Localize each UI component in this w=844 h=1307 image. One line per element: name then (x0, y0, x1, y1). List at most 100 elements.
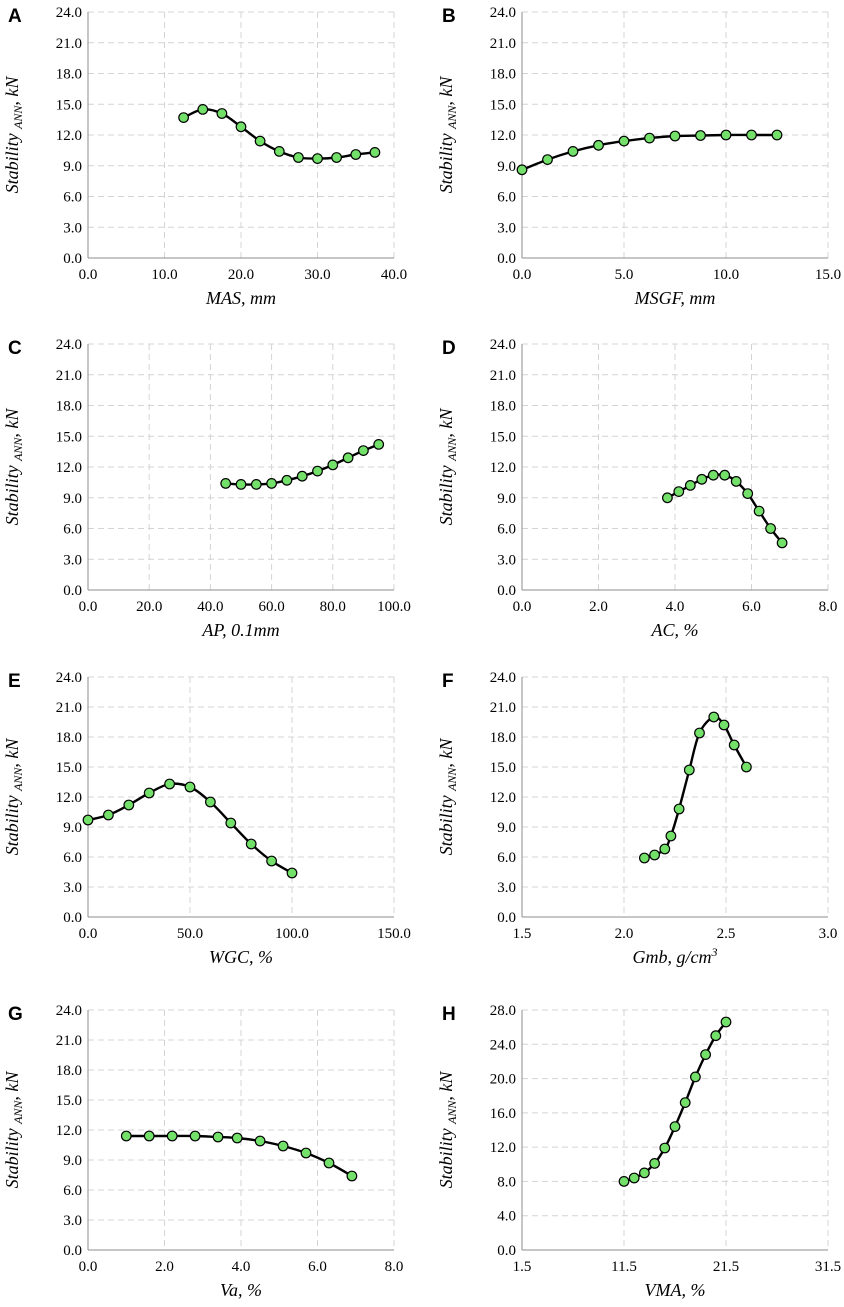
y-axis-title-main: Stability (436, 129, 456, 194)
y-tick-label: 8.0 (497, 1174, 516, 1190)
x-tick-label: 4.0 (232, 1259, 251, 1275)
x-axis-title-text: AC, % (651, 620, 699, 640)
y-tick-label: 6.0 (497, 850, 516, 866)
x-tick-label: 30.0 (304, 267, 330, 283)
panel-letter-e: E (8, 671, 21, 692)
y-tick-label: 15.0 (56, 1093, 82, 1109)
x-axis-title-superscript: 3 (711, 945, 718, 959)
panel-c: C 0.0 3.0 6.0 9.0 12.0 15.0 18.0 21.0 24.0 0.0 20.0… (2, 337, 411, 640)
data-point (659, 1142, 671, 1154)
x-axis-title-text: Gmb, g/cm (633, 947, 712, 967)
y-tick-label: 3.0 (63, 220, 82, 236)
data-point (120, 1130, 132, 1142)
y-tick-label: 12.0 (56, 1123, 82, 1139)
data-point (189, 1130, 201, 1142)
y-tick-label: 24.0 (490, 1037, 516, 1053)
y-axis-title-subscript: ANN (11, 437, 25, 462)
data-point (708, 711, 720, 723)
data-point (312, 153, 323, 165)
y-tick-label: 24.0 (490, 670, 516, 686)
y-tick-label: 18.0 (56, 1063, 82, 1079)
y-tick-label: 9.0 (63, 1153, 82, 1169)
y-tick-label: 16.0 (490, 1106, 516, 1122)
data-point (164, 778, 176, 790)
y-tick-label: 3.0 (63, 552, 82, 568)
y-tick-label: 6.0 (63, 190, 82, 206)
data-point (323, 1157, 335, 1169)
y-tick-label: 6.0 (497, 190, 516, 206)
x-tick-label: 0.0 (79, 267, 98, 283)
data-point (665, 830, 677, 842)
y-tick-label: 15.0 (56, 429, 82, 445)
x-tick-label: 50.0 (177, 926, 203, 942)
data-point (765, 523, 776, 534)
y-axis-title-main: Stability (2, 1124, 22, 1189)
x-tick-label: 21.5 (713, 1259, 739, 1275)
data-point (707, 469, 719, 481)
data-point (123, 799, 135, 811)
x-tick-label: 2.0 (155, 1259, 174, 1275)
panel-e: E 0.0 3.0 6.0 9.0 12.0 15.0 18.0 21.0 24.0 0.0 50.0… (2, 670, 411, 967)
data-point (350, 149, 362, 160)
y-tick-label: 15.0 (490, 97, 516, 113)
data-point (567, 145, 579, 157)
data-point (197, 103, 209, 115)
data-point (516, 164, 528, 176)
y-tick-label: 6.0 (63, 850, 82, 866)
y-axis-title-main: Stability (2, 461, 22, 526)
data-point (742, 488, 754, 500)
y-tick-label: 21.0 (56, 368, 82, 384)
data-point (254, 135, 266, 147)
data-point (184, 781, 196, 793)
data-point (741, 761, 752, 773)
y-axis-title-unit: , kN (436, 76, 456, 106)
data-point (719, 469, 731, 481)
data-point (327, 459, 339, 471)
data-point (683, 764, 695, 776)
y-axis-title-main: Stability (2, 791, 22, 856)
x-tick-label: 2.0 (589, 599, 608, 615)
y-tick-label: 24.0 (56, 1003, 82, 1019)
y-axis-title-main: Stability (436, 1124, 456, 1189)
x-tick-label: 10.0 (713, 267, 739, 283)
x-tick-label: 60.0 (258, 599, 284, 615)
x-tick-label: 0.0 (513, 599, 532, 615)
panel-h: H 0.0 4.0 8.0 12.0 16.0 20.0 24.0 28.0 1.5 11.5 21.… (436, 1003, 841, 1300)
x-axis-title-text: Va, % (220, 1280, 262, 1300)
y-tick-label: 9.0 (63, 159, 82, 175)
data-point (245, 838, 257, 850)
y-tick-label: 12.0 (490, 1140, 516, 1156)
y-tick-label: 6.0 (63, 522, 82, 538)
data-point (225, 817, 237, 829)
panel-a: A 0.0 3.0 6.0 9.0 12.0 15.0 18.0 21.0 24.0 0.0 10.0… (2, 5, 407, 308)
data-point (644, 132, 655, 144)
data-point (673, 803, 685, 815)
y-tick-label: 21.0 (56, 1033, 82, 1049)
y-axis-title-unit: , kN (2, 738, 22, 768)
y-tick-label: 0.0 (63, 251, 82, 267)
y-axis-title-subscript: ANN (11, 1100, 25, 1125)
y-tick-label: 0.0 (497, 1243, 516, 1259)
y-tick-label: 9.0 (63, 491, 82, 507)
panel-g: G 0.0 3.0 6.0 9.0 12.0 15.0 18.0 21.0 24.0 0.0 2.0 4… (2, 1003, 403, 1300)
y-tick-label: 0.0 (497, 251, 516, 267)
data-point (235, 479, 247, 490)
data-point (649, 1157, 660, 1169)
y-tick-label: 15.0 (56, 760, 82, 776)
data-point (639, 1167, 650, 1179)
data-point (618, 135, 630, 147)
data-point (286, 867, 298, 879)
data-point (710, 1030, 722, 1042)
data-point (143, 1130, 155, 1142)
panel-letter-c: C (8, 338, 22, 359)
y-tick-label: 18.0 (56, 730, 82, 746)
x-tick-label: 40.0 (197, 599, 223, 615)
y-tick-label: 6.0 (497, 522, 516, 538)
y-tick-label: 12.0 (490, 460, 516, 476)
y-tick-label: 24.0 (490, 337, 516, 353)
x-tick-label: 20.0 (136, 599, 162, 615)
data-point (216, 108, 228, 119)
y-axis-title-main: Stability (2, 129, 22, 194)
x-axis-title-text: MAS, mm (205, 288, 276, 308)
